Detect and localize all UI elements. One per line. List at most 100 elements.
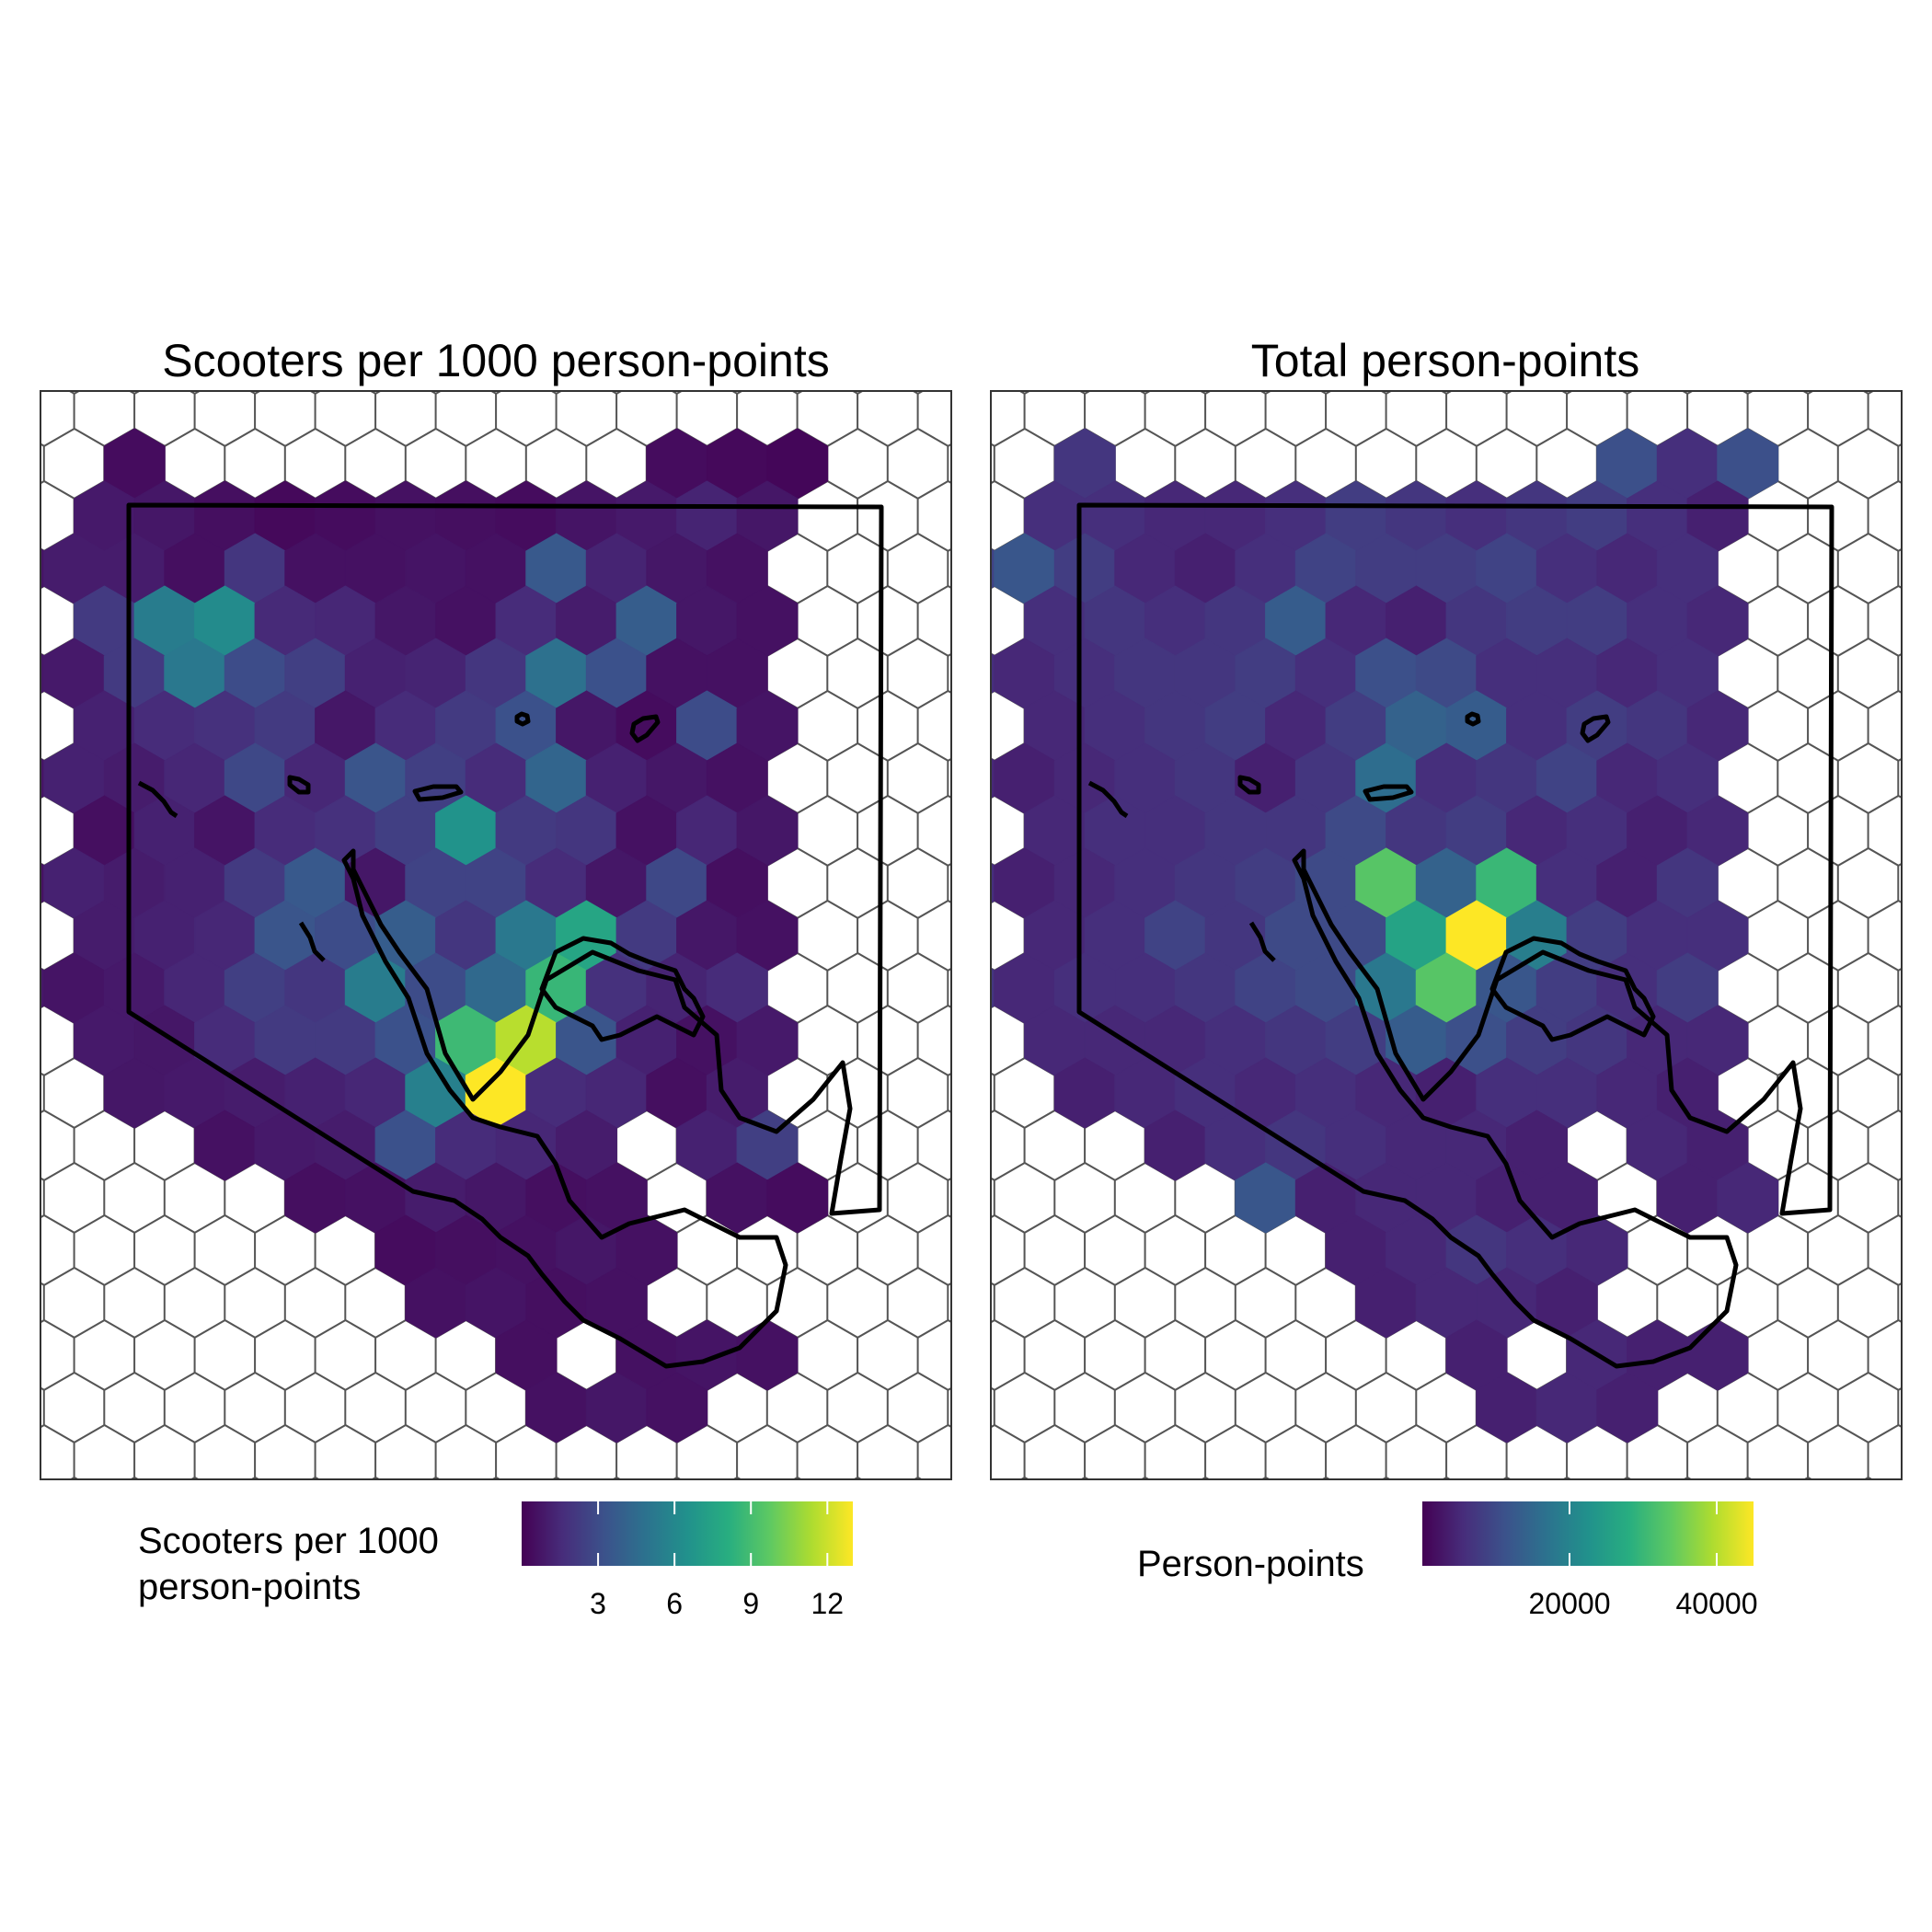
scooters-empty-hex [40, 1177, 46, 1219]
scooters-empty-hex [0, 901, 14, 971]
scooters-empty-hex [0, 796, 14, 866]
person-points-data-hex [1596, 1372, 1659, 1443]
person-points-colorbar-legend: Person-points 20000 40000 [1137, 1501, 1757, 1620]
person-points-empty-hex [1928, 796, 1932, 866]
scooters-empty-hex [67, 391, 81, 396]
person-points-empty-hex [934, 324, 995, 394]
person-points-empty-hex [1928, 901, 1932, 971]
person-points-empty-hex [1741, 391, 1754, 396]
person-points-empty-hex [1928, 1530, 1932, 1600]
person-points-empty-hex [1025, 1530, 1086, 1600]
scooters-map-panel: Scooters per 1000 person-points Scooters… [0, 324, 1069, 1620]
city-boundary-outline [126, 502, 884, 1369]
person-points-colorbar-tick-label: 40000 [1676, 1587, 1758, 1620]
harbor-shoreline [539, 936, 706, 1042]
scooters-empty-hex [40, 967, 46, 1009]
scooters-empty-hex [851, 391, 865, 396]
person-points-empty-hex [1928, 376, 1932, 446]
harbor-shoreline [1489, 936, 1656, 1042]
scooters-colorbar-tick-label: 3 [590, 1587, 606, 1620]
person-points-empty-hex [904, 1530, 965, 1600]
scooters-empty-hex [916, 1423, 951, 1479]
water-body-outline [1237, 775, 1261, 795]
person-points-empty-hex [1260, 1476, 1271, 1479]
scooters-empty-hex [0, 376, 14, 446]
scooters-empty-hex [0, 1110, 14, 1180]
water-body-outline [1248, 921, 1276, 962]
person-points-empty-hex [1928, 1320, 1932, 1390]
person-points-empty-hex [1199, 391, 1213, 396]
scooters-colorbar [522, 1501, 853, 1566]
scooters-empty-hex [0, 1530, 14, 1600]
person-points-empty-hex [1897, 443, 1902, 485]
scooters-empty-hex [948, 1478, 1008, 1547]
person-points-empty-hex [1897, 1177, 1902, 1219]
scooters-colorbar-legend: Scooters per 1000 person-points 3 6 9 12 [138, 1501, 853, 1620]
scooters-empty-hex [75, 1530, 135, 1600]
person-points-empty-hex [1897, 547, 1902, 590]
water-body-outline [1580, 714, 1611, 743]
water-body-outline [1087, 780, 1129, 819]
scooters-data-hex [40, 547, 45, 590]
scooters-colorbar-tick-label: 12 [811, 1587, 845, 1620]
scooters-empty-hex [1008, 1478, 1069, 1547]
person-points-empty-hex [1802, 1476, 1813, 1479]
person-points-empty-hex [1928, 1425, 1932, 1495]
scooters-empty-hex [1008, 324, 1069, 394]
person-points-empty-hex [1078, 391, 1092, 396]
person-points-empty-hex [1681, 391, 1695, 396]
person-points-colorbar [1422, 1501, 1754, 1566]
city-boundary-outline [1076, 502, 1834, 1369]
person-points-empty-hex [1898, 1478, 1932, 1547]
scooters-empty-hex [0, 1320, 14, 1390]
scooters-empty-hex [40, 443, 46, 485]
scooters-empty-hex [918, 1530, 979, 1600]
water-body-outline [1363, 784, 1414, 802]
scooters-data-hex [766, 1162, 829, 1234]
scooters-empty-hex [0, 1478, 44, 1547]
person-points-empty-hex [1867, 1423, 1902, 1479]
scooters-empty-hex [40, 757, 46, 799]
scooters-empty-hex [40, 1072, 46, 1114]
city-boundary-line [1076, 502, 1834, 1369]
person-points-map-panel: Total person-points Person-points 20000 4… [904, 324, 1932, 1620]
person-points-empty-hex [1808, 1530, 1869, 1600]
scooters-data-hex [40, 862, 45, 904]
scooters-empty-hex [857, 1530, 918, 1600]
person-points-empty-hex [1928, 1006, 1932, 1075]
person-points-empty-hex [1928, 1110, 1932, 1180]
scooters-empty-hex [948, 324, 1008, 394]
person-points-map-frame [990, 390, 1903, 1480]
person-points-empty-hex [1897, 862, 1902, 904]
person-points-empty-hex [1801, 391, 1815, 396]
person-points-empty-hex [1381, 1476, 1392, 1479]
person-points-empty-hex [1897, 1072, 1902, 1114]
person-points-empty-hex [1928, 1215, 1932, 1285]
person-points-empty-hex [964, 1530, 1025, 1600]
water-body-outline [514, 711, 531, 727]
scooters-empty-hex [0, 1425, 14, 1495]
scooters-empty-hex [913, 1476, 924, 1479]
scooters-empty-hex [14, 1530, 75, 1600]
person-points-empty-hex [934, 1478, 995, 1547]
scooters-colorbar-tick-label: 9 [742, 1587, 759, 1620]
scooters-empty-hex [0, 324, 44, 394]
water-body-outline [629, 714, 661, 743]
scooters-empty-hex [490, 1476, 501, 1479]
person-points-data-hex [1717, 1162, 1779, 1234]
person-points-empty-hex [1200, 1476, 1211, 1479]
water-body-outline [137, 780, 178, 819]
person-points-empty-hex [1897, 967, 1902, 1009]
person-points-empty-hex [1019, 1476, 1030, 1479]
water-body-outline [1465, 711, 1481, 727]
person-points-empty-hex [1861, 391, 1875, 396]
scooters-map-frame [40, 390, 952, 1480]
scooters-data-hex [40, 757, 45, 799]
person-points-empty-hex [1897, 1282, 1902, 1324]
person-points-empty-hex [1898, 324, 1932, 394]
person-points-map-title: Total person-points [1251, 335, 1639, 386]
scooters-empty-hex [128, 391, 142, 396]
scooters-data-hex [40, 967, 45, 1009]
person-points-empty-hex [1869, 1530, 1929, 1600]
person-points-legend-title: Person-points [1137, 1544, 1364, 1584]
